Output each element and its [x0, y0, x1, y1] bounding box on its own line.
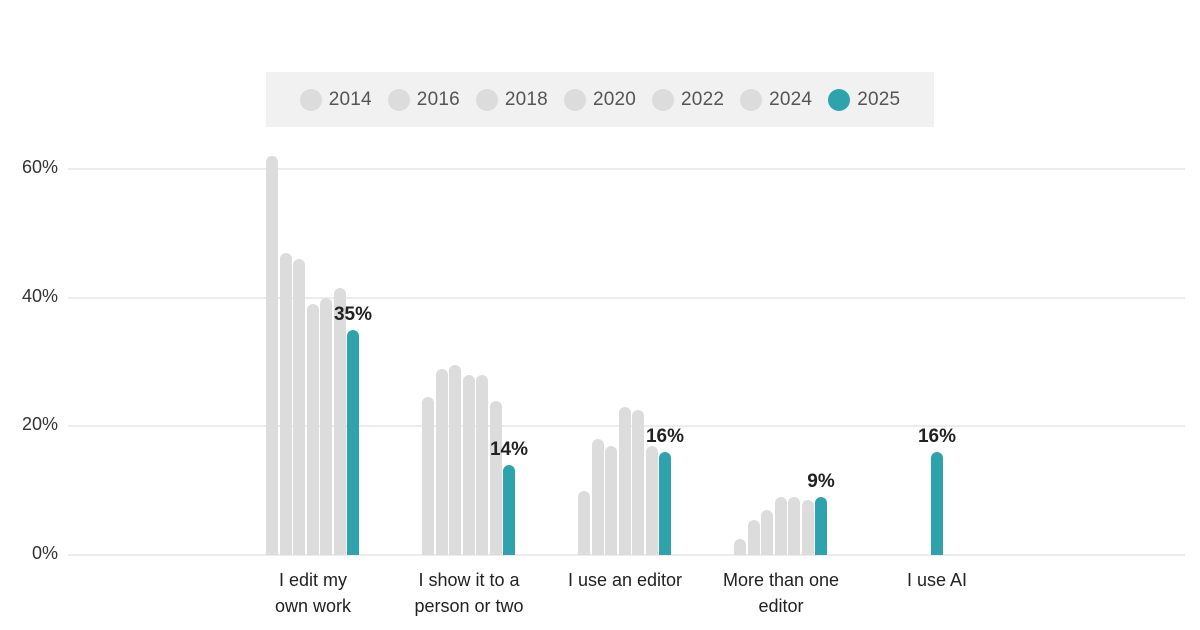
bar-2020[interactable] [462, 374, 475, 555]
bar-2014[interactable] [734, 538, 746, 555]
bar-2025[interactable] [659, 452, 671, 555]
bar-2024[interactable] [801, 500, 814, 555]
legend-dot-icon [475, 88, 498, 111]
legend-item-2016[interactable]: 2016 [387, 88, 460, 111]
bar-2025[interactable] [931, 452, 943, 555]
bar-2020[interactable] [774, 497, 787, 555]
x-category-label-line: More than one [722, 570, 840, 590]
bar-2022[interactable] [632, 410, 644, 555]
bar-2025[interactable] [347, 329, 359, 555]
bar-2018[interactable] [449, 365, 461, 555]
x-category-label-line: I use an editor [567, 570, 683, 590]
value-label: 16% [917, 426, 957, 448]
bar-2025[interactable] [503, 464, 515, 555]
legend-dot-icon [652, 88, 675, 111]
bar-2016[interactable] [747, 519, 760, 555]
x-category-label-line: I use AI [906, 570, 968, 590]
x-category-label: I edit my own work [228, 567, 398, 619]
legend-item-2018[interactable]: 2018 [475, 88, 548, 111]
legend-dot-icon [740, 88, 763, 111]
x-category-label: More than one editor [696, 567, 866, 619]
value-label: 9% [807, 471, 835, 493]
x-category-label-line: own work [274, 596, 352, 616]
legend-item-2025[interactable]: 2025 [828, 88, 901, 111]
legend-item-2024[interactable]: 2024 [740, 88, 813, 111]
x-category-label: I use AI [852, 567, 1022, 593]
bar-2018[interactable] [761, 509, 773, 555]
bar-2020[interactable] [618, 407, 631, 555]
legend-dot-icon [563, 88, 586, 111]
legend-item-2014[interactable]: 2014 [299, 88, 372, 111]
legend-label: 2020 [592, 88, 637, 110]
bar-2016[interactable] [279, 252, 292, 555]
bar-2025[interactable] [815, 497, 827, 555]
bar-2018[interactable] [605, 445, 617, 555]
bar-2020[interactable] [306, 304, 319, 555]
bar-2024[interactable] [645, 445, 658, 555]
bar-2014[interactable] [578, 490, 590, 555]
bar-2018[interactable] [293, 259, 305, 555]
bar-2016[interactable] [435, 368, 448, 555]
x-category-label: I use an editor [540, 567, 710, 593]
x-category-label-line: I edit my [278, 570, 348, 590]
bar-2022[interactable] [320, 297, 332, 555]
legend-dot-icon [387, 88, 410, 111]
legend-label: 2025 [857, 88, 901, 110]
legend-label: 2014 [328, 88, 372, 110]
legend-item-2020[interactable]: 2020 [563, 88, 637, 111]
y-tick-label: 20% [21, 414, 58, 435]
y-tick-label: 40% [21, 285, 58, 306]
y-tick-label: 60% [21, 157, 58, 178]
bar-2024[interactable] [489, 400, 502, 555]
legend-label: 2016 [416, 88, 460, 110]
value-label: 14% [489, 438, 529, 460]
bar-2016[interactable] [591, 439, 604, 555]
legend-label: 2024 [769, 88, 813, 110]
x-category-label: I show it to a person or two [384, 567, 554, 619]
legend-dot-icon [828, 88, 851, 111]
x-category-label-line: person or two [414, 596, 524, 616]
x-category-label-line: editor [758, 596, 804, 616]
value-label: 16% [645, 426, 685, 448]
bar-2022[interactable] [788, 497, 800, 555]
bar-2022[interactable] [476, 374, 488, 555]
value-label: 35% [333, 303, 373, 325]
gridline [68, 554, 1185, 556]
bar-2024[interactable] [333, 288, 346, 555]
legend-dot-icon [299, 88, 322, 111]
legend-label: 2022 [681, 88, 725, 110]
y-tick-label: 0% [31, 543, 58, 563]
x-category-label-line: I show it to a [418, 570, 520, 590]
gridline [68, 296, 1185, 299]
gridline [68, 168, 1185, 171]
legend-item-2022[interactable]: 2022 [652, 88, 725, 111]
bar-2014[interactable] [422, 397, 434, 555]
legend-label: 2018 [504, 88, 548, 110]
bar-2014[interactable] [266, 156, 278, 555]
chart-legend: 2014 2016 2018 2020 2022 2024 2025 [266, 72, 934, 127]
